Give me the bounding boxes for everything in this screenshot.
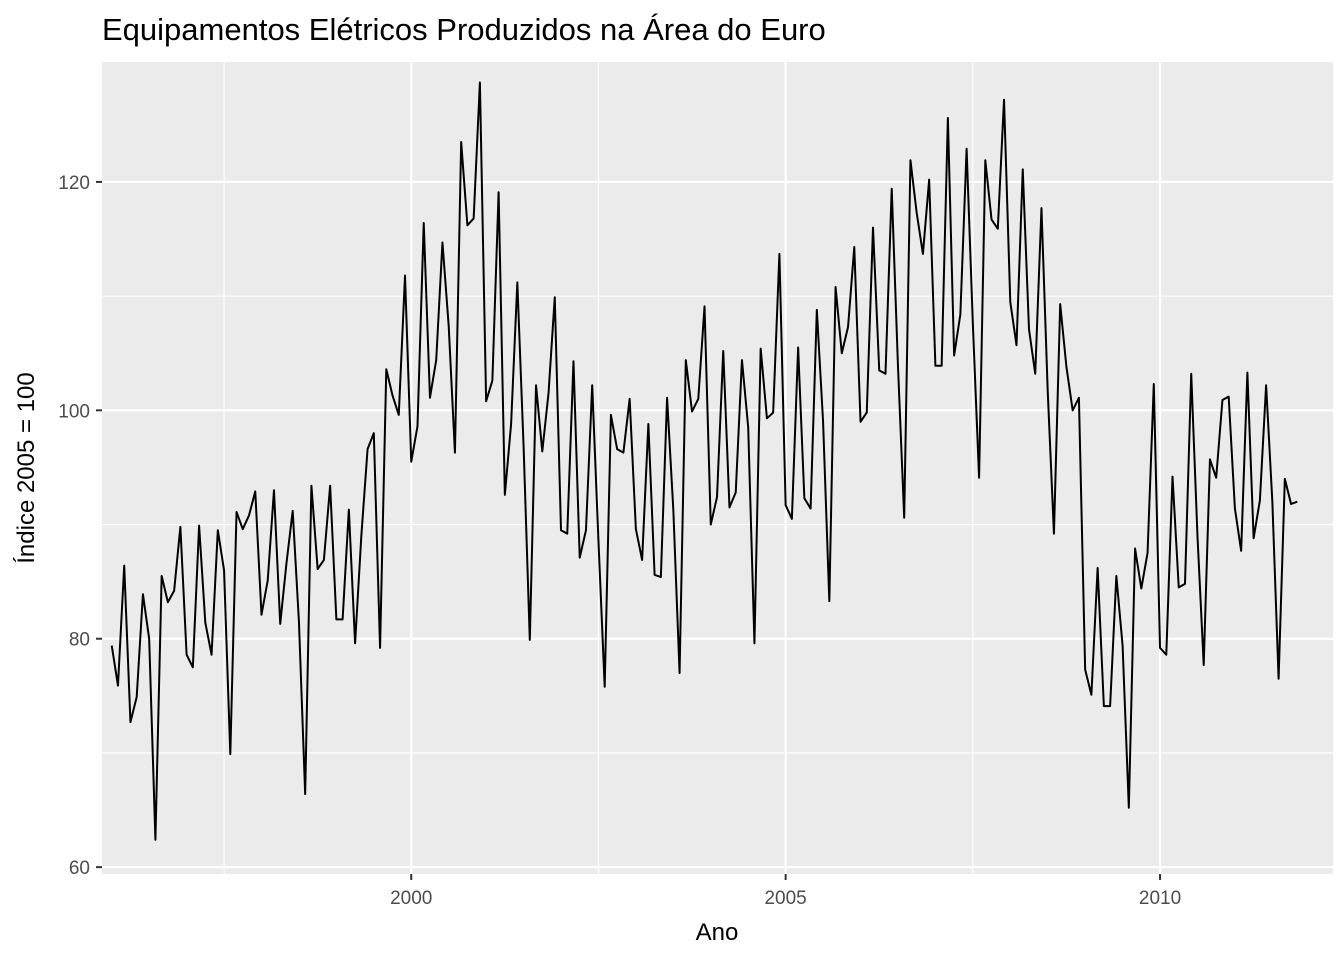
major-gridlines bbox=[102, 62, 1333, 874]
x-tick-label: 2000 bbox=[390, 888, 432, 909]
y-tick-label: 100 bbox=[58, 401, 90, 422]
chart-title: Equipamentos Elétricos Produzidos na Áre… bbox=[102, 12, 826, 47]
x-axis: 2000 2005 2010 bbox=[390, 874, 1181, 909]
x-tick-label: 2005 bbox=[764, 888, 806, 909]
y-tick-label: 80 bbox=[69, 630, 90, 651]
series-line bbox=[110, 81, 1298, 841]
y-tick-label: 60 bbox=[69, 858, 90, 879]
x-axis-title: Ano bbox=[696, 919, 739, 946]
minor-gridlines bbox=[102, 62, 1333, 874]
y-axis: 60 80 100 120 bbox=[58, 173, 102, 879]
x-tick-label: 2010 bbox=[1139, 888, 1181, 909]
y-tick-label: 120 bbox=[58, 173, 90, 194]
y-axis-title: Índice 2005 = 100 bbox=[13, 372, 40, 564]
